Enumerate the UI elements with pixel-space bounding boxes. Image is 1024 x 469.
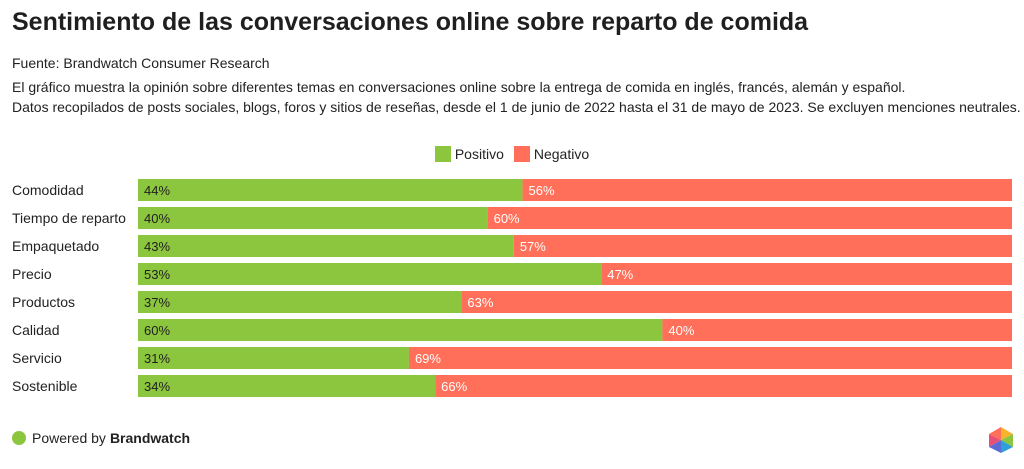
category-label: Comodidad — [12, 182, 84, 198]
chart-description: El gráfico muestra la opinión sobre dife… — [12, 77, 1021, 117]
category-label: Sostenible — [12, 378, 78, 394]
legend-label-positive: Positivo — [454, 146, 504, 162]
bar-positive[interactable] — [138, 291, 462, 313]
bar-negative[interactable] — [601, 263, 1012, 285]
legend-item-negative[interactable]: Negativo — [513, 146, 590, 162]
data-label-negative: 66% — [441, 379, 467, 394]
category-label: Precio — [12, 266, 52, 282]
brand-dot-icon — [12, 431, 26, 445]
data-label-positive: 44% — [144, 183, 170, 198]
data-label-negative: 69% — [415, 351, 441, 366]
footer-prefix: Powered by — [32, 430, 106, 446]
data-label-negative: 63% — [467, 295, 493, 310]
category-label: Servicio — [12, 350, 62, 366]
bar-positive[interactable] — [138, 179, 523, 201]
data-label-negative: 57% — [520, 239, 546, 254]
chart-legend: Positivo Negativo — [0, 146, 1024, 162]
bar-negative[interactable] — [513, 235, 1012, 257]
bar-positive[interactable] — [138, 319, 663, 341]
data-label-positive: 43% — [144, 239, 170, 254]
footer: Powered by Brandwatch — [12, 430, 190, 446]
brandwatch-hexagon-logo-icon[interactable] — [988, 426, 1014, 454]
bar-positive[interactable] — [138, 375, 436, 397]
bar-positive[interactable] — [138, 235, 514, 257]
data-label-positive: 31% — [144, 351, 170, 366]
bar-negative[interactable] — [461, 291, 1012, 313]
description-line-2: Datos recopilados de posts sociales, blo… — [12, 99, 1021, 115]
bar-positive[interactable] — [138, 207, 488, 229]
bar-negative[interactable] — [487, 207, 1013, 229]
footer-brand[interactable]: Brandwatch — [109, 430, 191, 446]
bar-positive[interactable] — [138, 263, 602, 285]
category-label: Productos — [12, 294, 75, 310]
legend-label-negative: Negativo — [533, 146, 590, 162]
category-label: Tiempo de reparto — [12, 210, 126, 226]
chart-title: Sentimiento de las conversaciones online… — [12, 8, 809, 36]
category-label: Calidad — [12, 322, 59, 338]
data-label-negative: 60% — [494, 211, 520, 226]
data-label-positive: 34% — [144, 379, 170, 394]
source-note: Fuente: Brandwatch Consumer Research — [12, 55, 270, 71]
legend-swatch-positive — [434, 146, 451, 162]
data-label-positive: 53% — [144, 267, 170, 282]
category-label: Empaquetado — [12, 238, 99, 254]
bar-negative[interactable] — [662, 319, 1012, 341]
data-label-negative: 47% — [607, 267, 633, 282]
data-label-positive: 60% — [144, 323, 170, 338]
data-label-positive: 40% — [144, 211, 170, 226]
bar-negative[interactable] — [522, 179, 1012, 201]
data-label-positive: 37% — [144, 295, 170, 310]
data-label-negative: 40% — [668, 323, 694, 338]
bar-negative[interactable] — [408, 347, 1012, 369]
legend-swatch-negative — [513, 146, 530, 162]
legend-item-positive[interactable]: Positivo — [434, 146, 504, 162]
stacked-bar-chart: Comodidad 44% 56% Tiempo de reparto 40% 60% Em… — [12, 179, 1013, 397]
description-line-1: El gráfico muestra la opinión sobre dife… — [12, 79, 906, 95]
bar-positive[interactable] — [138, 347, 409, 369]
bar-negative[interactable] — [435, 375, 1012, 397]
data-label-negative: 56% — [529, 183, 555, 198]
